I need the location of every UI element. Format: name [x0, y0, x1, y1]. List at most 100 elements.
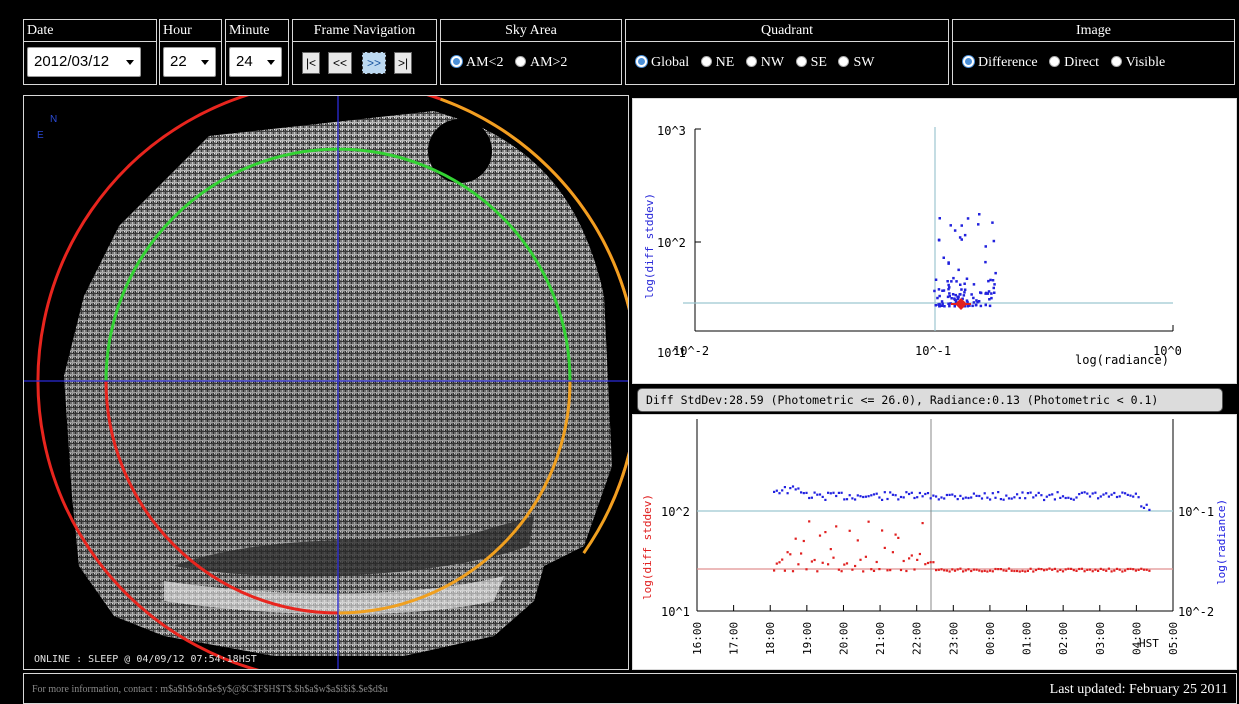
radio-unselected-icon	[700, 56, 712, 67]
scatter-point	[938, 302, 941, 306]
sky-image[interactable]: E N	[24, 96, 628, 669]
ts-stddev-point	[983, 569, 986, 572]
ts-stddev-point	[1118, 568, 1121, 571]
ts-radiance-point	[891, 493, 894, 496]
frame-navigation-control: Frame Navigation |< << >> >|	[292, 19, 437, 85]
image-difference-radio[interactable]: Difference	[963, 55, 1038, 71]
ts-stddev-point	[872, 569, 876, 572]
ts-stddev-point	[1034, 568, 1038, 572]
next-frame-button[interactable]: >>	[362, 52, 386, 74]
last-frame-button[interactable]: >|	[394, 52, 412, 74]
ts-radiance-point	[829, 492, 832, 495]
ts-xtick-label: 00:00	[984, 622, 997, 655]
quadrant-label: Quadrant	[626, 20, 948, 42]
quadrant-ne-radio[interactable]: NE	[700, 55, 734, 71]
sky-area-am-gt2-radio[interactable]: AM>2	[514, 55, 567, 71]
ts-radiance-point	[1018, 496, 1021, 500]
scatter-point	[989, 278, 992, 282]
ts-stddev-point	[859, 558, 862, 561]
scatter-points	[933, 213, 997, 310]
ts-radiance-point	[845, 498, 849, 501]
ts-xtick-label: 01:00	[1021, 622, 1034, 655]
ts-radiance-point	[913, 496, 916, 500]
quadrant-nw-radio[interactable]: NW	[745, 55, 784, 71]
scatter-point	[959, 283, 962, 286]
image-direct-label: Direct	[1064, 55, 1100, 70]
radio-selected-icon	[963, 56, 974, 67]
scatter-point	[975, 299, 978, 302]
scatter-point	[951, 293, 955, 296]
quadrant-se-radio[interactable]: SE	[795, 55, 827, 71]
timeseries-panel: 16:00 17:00 18:00 19:00 20:00 21:00 22:00 23:00…	[632, 414, 1237, 670]
ts-radiance-point	[1110, 493, 1113, 496]
scatter-point	[970, 293, 973, 296]
scatter-point	[947, 302, 950, 305]
scatter-point	[947, 283, 950, 287]
date-select[interactable]: 2012/03/12	[27, 47, 141, 77]
quadrant-sw-radio[interactable]: SW	[838, 55, 874, 71]
ts-radiance-point	[1097, 497, 1100, 500]
ts-stddev-point	[824, 531, 827, 534]
ts-stddev-point	[945, 569, 948, 572]
sky-area-am-lt2-radio[interactable]: AM<2	[451, 55, 503, 71]
scatter-point	[946, 280, 949, 283]
date-value: 2012/03/12	[34, 53, 110, 70]
timeseries-ylabel-right: log(radiance)	[1215, 499, 1228, 585]
ts-stddev-point	[789, 553, 792, 556]
ts-stddev-point	[1002, 569, 1005, 572]
scatter-point	[960, 238, 963, 241]
scatter-point	[984, 292, 987, 295]
ts-stddev-point	[1124, 569, 1127, 572]
ts-stddev-point	[897, 536, 900, 539]
ts-radiance-point	[1105, 492, 1108, 495]
ts-radiance-point	[789, 487, 792, 490]
ts-stddev-point	[962, 570, 965, 573]
ts-stddev-point	[1075, 569, 1078, 572]
ts-radiance-point	[889, 491, 892, 494]
ts-radiance-point	[1115, 495, 1119, 499]
ts-stddev-point	[891, 551, 894, 554]
scatter-point	[940, 304, 944, 307]
hour-value: 22	[170, 53, 187, 70]
scatter-point	[948, 292, 951, 295]
chevron-down-icon	[201, 60, 209, 65]
quadrant-global-radio[interactable]: Global	[636, 55, 689, 71]
ts-radiance-point	[1064, 496, 1067, 500]
ts-stddev-point	[867, 520, 870, 523]
scatter-point	[994, 271, 997, 275]
ts-stddev-point	[1113, 569, 1116, 572]
ts-radiance-point	[897, 498, 900, 501]
ts-radiance-point	[867, 495, 870, 498]
image-direct-radio[interactable]: Direct	[1049, 55, 1099, 71]
minute-select[interactable]: 24	[229, 47, 282, 77]
scatter-plot[interactable]: log(diff stddev) log(radiance) 10^3 10^2…	[633, 99, 1236, 383]
ts-radiance-point	[1134, 492, 1137, 495]
ts-radiance-point	[970, 496, 973, 499]
image-visible-radio[interactable]: Visible	[1110, 55, 1165, 71]
ts-stddev-point	[773, 569, 776, 572]
previous-frame-button[interactable]: <<	[328, 52, 352, 74]
scatter-xtick-0: 10^-2	[673, 344, 709, 358]
inner-circle-orange-arc	[337, 380, 572, 615]
ts-stddev-point	[935, 569, 938, 572]
ts-stddev-point	[986, 570, 989, 573]
timeseries-plot[interactable]: 16:00 17:00 18:00 19:00 20:00 21:00 22:00 23:00…	[633, 415, 1236, 669]
ts-radiance-point	[864, 495, 867, 498]
scatter-panel: log(diff stddev) log(radiance) 10^3 10^2…	[632, 98, 1237, 384]
scatter-point	[947, 262, 950, 265]
ts-stddev-point	[856, 539, 859, 542]
ts-radiance-point	[778, 492, 781, 495]
scatter-axes	[683, 127, 1174, 332]
hour-select[interactable]: 22	[163, 47, 216, 77]
ts-radiance-point	[1070, 497, 1073, 500]
first-frame-button[interactable]: |<	[302, 52, 320, 74]
ts-stddev-point	[786, 551, 789, 554]
ts-stddev-point	[840, 570, 843, 573]
scatter-point	[949, 224, 952, 227]
radio-unselected-icon	[1049, 56, 1061, 67]
ts-radiance-point	[1102, 493, 1105, 496]
sky-image-panel: E N ONLINE : SLEEP @ 04/09/12 07:54:18HS…	[23, 95, 629, 670]
ts-stddev-point	[970, 569, 973, 573]
chevron-down-icon	[267, 60, 275, 65]
ts-stddev-point	[1029, 567, 1032, 570]
